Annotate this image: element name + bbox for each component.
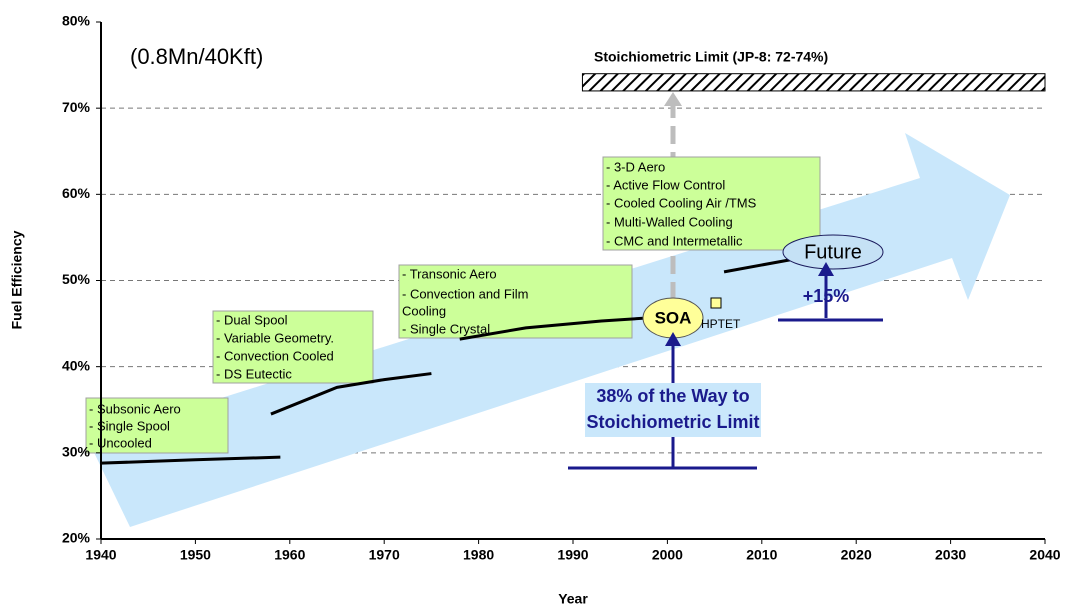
y-tick-label: 70% [62,99,91,115]
box-line: Cooling [402,303,446,318]
box: - Subsonic Aero - Single Spool - Uncoole… [85,397,229,454]
label-bg [585,383,761,437]
gray-arrow-head [664,92,682,106]
hptet-marker [710,297,722,309]
box: - 3-D Aero - Active Flow Control - Coole… [602,156,821,251]
box-line: - Uncooled [89,435,152,450]
x-tick-label: 1990 [557,547,588,563]
x-tick-label: 2040 [1029,547,1060,563]
box-line: - Dual Spool [216,312,288,327]
y-tick-label: 20% [62,530,91,546]
y-axis-title: Fuel Efficiency [9,230,25,329]
box: - Transonic Aero - Convection and Film C… [398,264,633,339]
future-label: Future [804,241,862,263]
x-tick-label: 2010 [746,547,777,563]
limit-label: Stoichiometric Limit (JP-8: 72-74%) [594,49,828,65]
soa-label: SOA [655,308,692,327]
box-line: - Multi-Walled Cooling [606,214,733,229]
y-tick-label: 30% [62,444,91,460]
x-axis-title: Year [558,591,588,607]
box-line: - Transonic Aero [402,266,497,281]
y-tick-label: 60% [62,185,91,201]
x-tick-label: 1960 [274,547,305,563]
x-tick-label: 2030 [935,547,966,563]
x-tick-label: 1950 [180,547,211,563]
series-line [270,372,432,416]
box-line: - Single Crystal [402,321,490,336]
y-tick-label: 40% [62,357,91,373]
gain-label: +15% [803,286,850,306]
limit-band [581,73,1046,92]
box-line: - 3-D Aero [606,159,665,174]
y-tick-label: 50% [62,271,91,287]
progress-label: Stoichiometric Limit [586,412,759,432]
series-line [100,455,281,465]
x-tick-label: 2000 [652,547,683,563]
box-line: - CMC and Intermetallic [606,233,743,248]
series-line [459,315,668,341]
box-line: - Active Flow Control [606,177,725,192]
navy-arrow-head [818,262,834,276]
hptet-label: HPTET [701,317,741,331]
box-line: - Variable Geometry. [216,330,334,345]
condition: (0.8Mn/40Kft) [130,44,263,69]
box-line: - Convection Cooled [216,348,334,363]
box-line: - Single Spool [89,418,170,433]
x-tick-label: 1940 [85,547,116,563]
x-tick-label: 1980 [463,547,494,563]
progress-label: 38% of the Way to [596,386,749,406]
x-tick-label: 2020 [841,547,872,563]
box-line: - Subsonic Aero [89,401,181,416]
box: - Dual Spool - Variable Geometry. - Conv… [212,310,374,384]
y-tick-label: 80% [62,13,91,29]
future-ellipse [782,234,884,270]
box-line: - DS Eutectic [216,366,292,381]
x-tick-label: 1970 [369,547,400,563]
navy-arrow-head [665,332,681,346]
box-line: - Convection and Film [402,286,528,301]
box-line: - Cooled Cooling Air /TMS [606,195,757,210]
